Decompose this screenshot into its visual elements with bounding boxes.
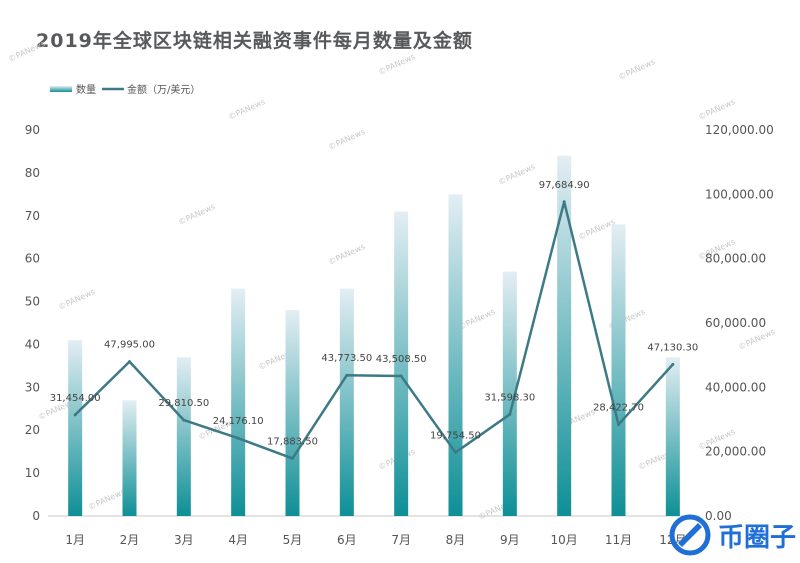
line-point	[399, 374, 403, 378]
bar	[68, 340, 83, 516]
y-left-tick-label: 70	[25, 209, 40, 223]
line-data-label: 28,422.70	[593, 403, 644, 414]
bar	[231, 288, 246, 516]
x-tick-label: 7月	[391, 533, 411, 547]
watermark-text: ©PANews	[377, 52, 417, 77]
line-data-label: 97,684.90	[539, 180, 590, 191]
logo: 币圈子	[668, 513, 796, 557]
legend-bar-label: 数量	[76, 83, 96, 96]
y-right-tick-label: 60,000.00	[705, 316, 766, 330]
y-left-tick-label: 80	[25, 166, 40, 180]
y-left-tick-label: 60	[25, 252, 40, 266]
bar	[285, 310, 300, 516]
x-tick-label: 1月	[65, 533, 85, 547]
line-data-label: 19,754.50	[430, 430, 481, 441]
line-point	[617, 423, 620, 427]
line-data-label: 17,883.50	[267, 436, 318, 447]
line-point	[291, 456, 294, 460]
bar	[611, 224, 626, 516]
line-data-label: 47,130.30	[647, 342, 698, 353]
y-left-tick-label: 10	[25, 466, 40, 480]
watermark-text: ©PANews	[457, 307, 497, 332]
line-data-label: 31,598.30	[484, 392, 535, 403]
watermark-text: ©PANews	[57, 287, 97, 312]
line-data-label: 43,508.50	[376, 354, 427, 365]
line-point	[454, 450, 457, 454]
y-left-tick-label: 40	[25, 337, 40, 351]
line-data-label: 47,995.00	[104, 340, 155, 351]
line-point	[182, 418, 186, 422]
y-left-tick-label: 30	[25, 380, 40, 394]
y-right-tick-label: 100,000.00	[705, 187, 774, 201]
watermark-text: ©PANews	[497, 162, 537, 187]
line-data-label: 24,176.10	[213, 416, 264, 427]
line-point	[508, 412, 512, 416]
x-tick-label: 8月	[446, 533, 466, 547]
watermark-text: ©PANews	[87, 487, 127, 512]
legend: 数量 金额（万/美元）	[50, 83, 200, 96]
bar	[339, 288, 354, 516]
bar	[665, 357, 680, 516]
y-right-tick-label: 120,000.00	[705, 123, 774, 137]
y-left-tick-label: 20	[25, 423, 40, 437]
y-right-tick-label: 40,000.00	[705, 380, 766, 394]
logo-mark-icon	[669, 514, 711, 556]
watermark-text: ©PANews	[177, 202, 217, 227]
axes: 0 10 20 30 40 50 60 70 80 90 0.00 20,000.00 40,000.0…	[25, 123, 774, 547]
x-tick-label: 5月	[283, 533, 303, 547]
legend-bar-swatch	[50, 86, 72, 92]
line-data-label: 31,454.00	[50, 393, 101, 404]
line-point	[73, 413, 77, 417]
bar	[502, 271, 517, 516]
x-tick-label: 10月	[551, 533, 578, 547]
chart-title: 2019年全球区块链相关融资事件每月数量及金额	[36, 30, 473, 52]
x-tick-label: 4月	[228, 533, 248, 547]
line-point	[345, 373, 349, 377]
x-tick-label: 3月	[174, 533, 194, 547]
x-tick-label: 6月	[337, 533, 357, 547]
y-left-tick-label: 90	[25, 123, 40, 137]
y-left-tick-label: 0	[32, 509, 40, 523]
bar	[176, 357, 191, 516]
line-point	[128, 360, 131, 364]
watermark-layer: ©PANews ©PANews ©PANews ©PANews ©PANews ©PANe…	[7, 39, 777, 522]
line-series: 31,454.00 47,995.00 29,810.50 24,176.1017,8…	[50, 180, 698, 460]
bar-series	[68, 155, 680, 517]
x-tick-label: 9月	[500, 533, 520, 547]
watermark-text: ©PANews	[327, 127, 367, 152]
line-point	[236, 436, 240, 440]
y-right-tick-label: 80,000.00	[705, 252, 766, 266]
y-right-tick-label: 0.00	[705, 509, 732, 523]
watermark-text: ©PANews	[327, 242, 367, 267]
bar	[394, 211, 409, 516]
x-tick-label: 2月	[120, 533, 140, 547]
line-data-label: 29,810.50	[158, 398, 209, 409]
bar	[557, 155, 572, 516]
y-right-tick-label: 20,000.00	[705, 445, 766, 459]
watermark-text: ©PANews	[577, 217, 617, 242]
line-point	[562, 200, 566, 204]
watermark-text: ©PANews	[227, 97, 267, 122]
watermark-text: ©PANews	[7, 39, 47, 64]
line-point	[671, 362, 675, 366]
line-data-label: 43,773.50	[321, 353, 372, 364]
bar	[448, 194, 463, 517]
logo-text: 币圈子	[717, 522, 796, 553]
watermark-text: ©PANews	[737, 327, 777, 352]
legend-line-label: 金额（万/美元）	[127, 83, 200, 96]
line-path	[74, 200, 674, 460]
x-tick-label: 11月	[605, 533, 632, 547]
watermark-text: ©PANews	[617, 57, 657, 82]
bar	[122, 400, 137, 516]
y-left-tick-label: 50	[25, 295, 40, 309]
watermark-text: ©PANews	[697, 97, 737, 122]
